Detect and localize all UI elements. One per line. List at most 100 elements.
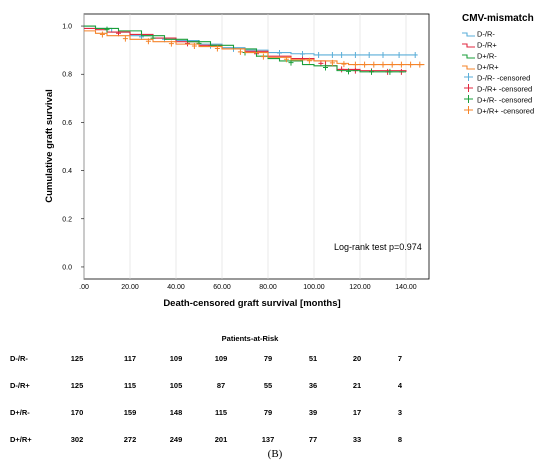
series-line bbox=[84, 30, 425, 66]
legend-title: CMV-mismatch bbox=[462, 13, 534, 24]
censor-mark bbox=[300, 50, 305, 57]
y-tick-label: 0.0 bbox=[62, 264, 72, 271]
risk-cell: 55 bbox=[263, 381, 273, 390]
legend-label: D-/R+ bbox=[477, 41, 497, 50]
x-tick-label: 100.00 bbox=[303, 284, 325, 291]
censor-mark bbox=[380, 51, 386, 58]
risk-cell: 201 bbox=[214, 435, 228, 444]
legend-line-swatch bbox=[462, 54, 475, 59]
log-rank-annotation: Log-rank test p=0.974 bbox=[334, 242, 422, 252]
survival-chart: 0.0 0.2 0.4 0.6 0.8 1.0 .00 20.00 40.00 60.00 80.… bbox=[44, 13, 534, 309]
risk-cell: 8 bbox=[397, 435, 403, 444]
censor-mark bbox=[346, 68, 351, 75]
censor-mark bbox=[389, 61, 395, 68]
censor-mark bbox=[352, 51, 358, 58]
censor-mark bbox=[288, 59, 294, 66]
censor-mark bbox=[339, 51, 345, 58]
x-axis-title: Death-censored graft survival [months] bbox=[163, 298, 340, 309]
y-tick-label: 0.4 bbox=[62, 168, 72, 175]
censor-mark bbox=[323, 64, 328, 71]
risk-row: D+/R- 170 159 148 115 79 39 17 3 bbox=[0, 408, 550, 420]
risk-cell: 36 bbox=[308, 381, 318, 390]
legend-label: D-/R+ -censored bbox=[477, 85, 532, 94]
censor-mark bbox=[366, 51, 372, 58]
x-tick-label: 140.00 bbox=[395, 284, 417, 291]
censor-mark bbox=[408, 61, 414, 68]
legend: D-/R- D-/R+ D+/R- D+/R+ D-/R- -censored D-/R+… bbox=[462, 30, 534, 116]
y-tick-label: 0.6 bbox=[62, 120, 72, 127]
risk-cell: 7 bbox=[397, 354, 403, 363]
risk-row-label: D+/R+ bbox=[10, 435, 32, 444]
y-tick-label: 0.8 bbox=[62, 72, 72, 79]
x-tick-label: 120.00 bbox=[349, 284, 371, 291]
legend-label: D+/R+ -censored bbox=[477, 107, 534, 116]
legend-label: D+/R- bbox=[477, 52, 497, 61]
censor-mark bbox=[398, 61, 404, 68]
risk-cell: 125 bbox=[70, 354, 84, 363]
risk-cell: 148 bbox=[169, 408, 183, 417]
y-tick-label: 0.2 bbox=[62, 216, 72, 223]
legend-censor-swatch bbox=[464, 106, 473, 114]
x-tick-label: 60.00 bbox=[213, 284, 231, 291]
censor-mark bbox=[283, 56, 289, 63]
censor-mark bbox=[260, 53, 266, 60]
censor-mark bbox=[387, 68, 393, 75]
risk-cell: 4 bbox=[397, 381, 403, 390]
risk-row-label: D-/R- bbox=[10, 354, 28, 363]
censor-mark bbox=[104, 26, 110, 33]
censor-mark bbox=[352, 61, 358, 68]
x-tick-label: 40.00 bbox=[167, 284, 185, 291]
figure-caption: (B) bbox=[267, 448, 283, 460]
risk-cell: 109 bbox=[214, 354, 228, 363]
censor-mark bbox=[99, 31, 105, 38]
censor-mark bbox=[168, 40, 174, 47]
risk-cell: 105 bbox=[169, 381, 183, 390]
risk-cell: 17 bbox=[352, 408, 362, 417]
risk-row-label: D+/R- bbox=[10, 408, 30, 417]
risk-cell: 79 bbox=[263, 354, 273, 363]
risk-table-title: Patients-at-Risk bbox=[221, 334, 279, 343]
risk-cell: 272 bbox=[123, 435, 137, 444]
risk-row-label: D-/R+ bbox=[10, 381, 30, 390]
risk-row: D-/R- 125 117 109 109 79 51 20 7 bbox=[0, 354, 550, 366]
risk-row: D-/R+ 125 115 105 87 55 36 21 4 bbox=[0, 381, 550, 393]
censor-mark bbox=[341, 61, 347, 68]
risk-cell: 3 bbox=[397, 408, 403, 417]
legend-label: D-/R- -censored bbox=[477, 74, 530, 83]
censor-mark bbox=[417, 61, 423, 68]
censor-mark bbox=[380, 61, 386, 68]
x-tick-label: 80.00 bbox=[259, 284, 277, 291]
x-tick-label: .00 bbox=[79, 284, 89, 291]
risk-cell: 159 bbox=[123, 408, 137, 417]
risk-cell: 79 bbox=[263, 408, 273, 417]
risk-cell: 77 bbox=[308, 435, 318, 444]
risk-cell: 170 bbox=[70, 408, 84, 417]
legend-line-swatch bbox=[462, 43, 475, 48]
risk-cell: 20 bbox=[352, 354, 362, 363]
censor-mark bbox=[237, 48, 243, 55]
censor-mark bbox=[145, 38, 151, 45]
censor-mark bbox=[214, 45, 220, 52]
risk-cell: 87 bbox=[216, 381, 226, 390]
censor-mark bbox=[329, 59, 335, 66]
risk-cell: 117 bbox=[123, 354, 137, 363]
risk-cell: 115 bbox=[123, 381, 137, 390]
legend-label: D-/R- bbox=[477, 30, 495, 39]
legend-censor-swatch bbox=[464, 84, 473, 92]
y-axis: 0.0 0.2 0.4 0.6 0.8 1.0 bbox=[62, 24, 84, 271]
censor-mark bbox=[277, 50, 282, 57]
censor-mark bbox=[369, 68, 374, 75]
censor-mark bbox=[396, 51, 402, 58]
censor-mark bbox=[316, 51, 322, 58]
censor-mark bbox=[306, 57, 312, 64]
x-axis: .00 20.00 40.00 60.00 80.00 100.00 120.00 140.0… bbox=[79, 284, 417, 291]
legend-label: D+/R- -censored bbox=[477, 96, 532, 105]
y-tick-label: 1.0 bbox=[62, 24, 72, 31]
legend-label: D+/R+ bbox=[477, 63, 499, 72]
series-lines bbox=[84, 25, 425, 75]
censor-mark bbox=[122, 35, 128, 42]
censor-mark bbox=[329, 51, 335, 58]
legend-line-swatch bbox=[462, 32, 475, 37]
censor-mark bbox=[371, 61, 377, 68]
